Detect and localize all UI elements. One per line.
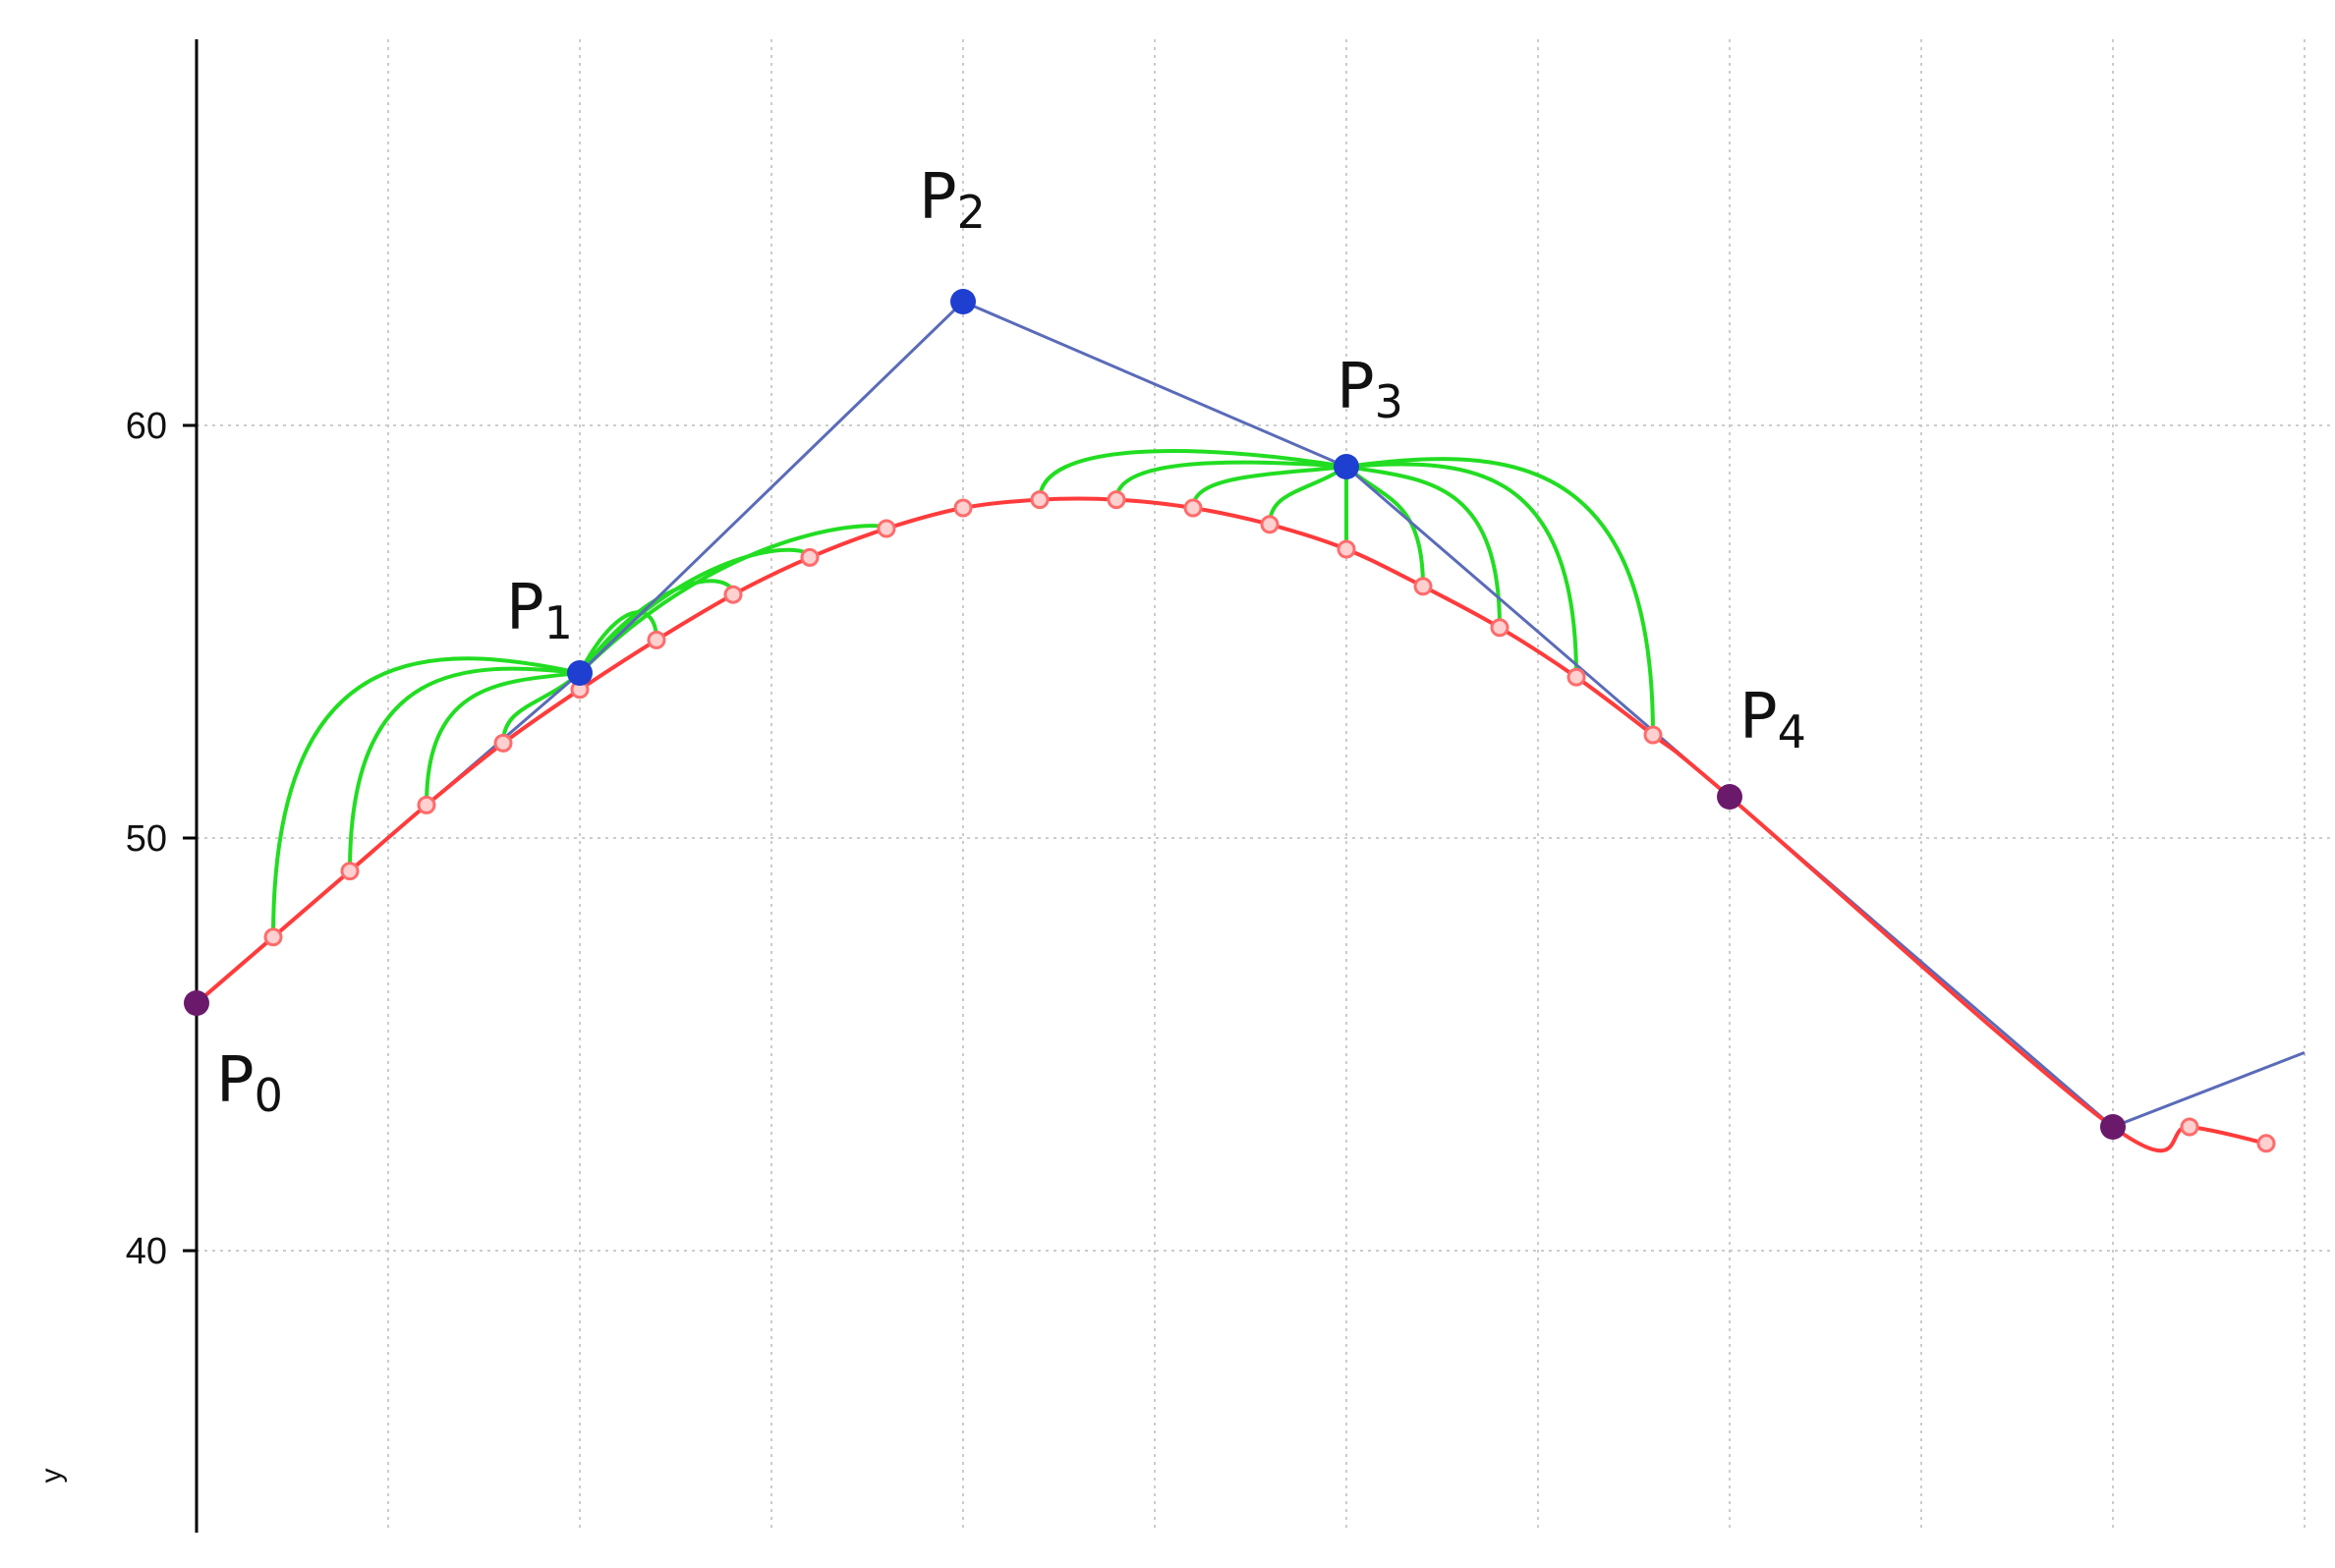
- control-point-label-letter: P: [216, 1044, 255, 1117]
- curve-sample-point: [263, 927, 283, 947]
- y-ticks: 40 50 60: [126, 406, 197, 1272]
- construction-arc: [1345, 457, 1655, 736]
- curve-sample-point: [1183, 498, 1203, 518]
- y-tick-label: 40: [126, 1231, 167, 1272]
- y-tick-label: 60: [126, 406, 167, 447]
- construction-arc: [1114, 460, 1347, 500]
- curve-sample-point: [1643, 725, 1663, 745]
- y-axis-label: y: [35, 1469, 68, 1484]
- control-point-label-letter: P: [1337, 351, 1375, 423]
- curve-sample-point: [493, 733, 513, 753]
- control-point-label: P2: [919, 161, 986, 239]
- curve-sample-point: [2256, 1134, 2276, 1153]
- curve-sample-point: [723, 585, 743, 604]
- construction-arc: [1345, 465, 1502, 628]
- control-point-label: P1: [506, 572, 573, 649]
- construction-arc: [1345, 462, 1578, 678]
- construction-arc: [271, 656, 581, 937]
- y-tick-label: 50: [126, 818, 167, 860]
- construction-arc: [578, 547, 812, 675]
- control-point-label-index: 4: [1778, 705, 1806, 758]
- control-point-label: P4: [1739, 681, 1806, 758]
- control-point-label-letter: P: [1739, 681, 1778, 754]
- construction-arc: [1191, 465, 1347, 509]
- control-point: [1717, 784, 1742, 810]
- curve-sample-point: [1566, 667, 1586, 687]
- bezier-curve: [195, 496, 2267, 1153]
- construction-arc: [1268, 465, 1348, 525]
- construction-arc: [578, 610, 658, 674]
- curve-sample-point: [953, 498, 973, 518]
- control-point: [184, 990, 209, 1016]
- curve-sample-point: [1337, 539, 1356, 559]
- curve-sample-point: [647, 630, 666, 649]
- construction-arc: [348, 666, 581, 871]
- curve-sample-point: [1413, 577, 1433, 596]
- curve-sample-point: [1107, 490, 1126, 510]
- control-point-label-letter: P: [919, 161, 957, 234]
- grid: [197, 39, 2335, 1533]
- control-point-label-index: 1: [544, 596, 573, 649]
- curve-sample-point: [1260, 515, 1280, 534]
- curve-sample-point: [877, 519, 896, 538]
- curve-sample-point: [2180, 1117, 2199, 1137]
- control-points: [184, 289, 2126, 1140]
- control-point: [567, 660, 593, 686]
- control-point-label-letter: P: [506, 572, 544, 644]
- bezier-curve-path: [195, 496, 2267, 1153]
- control-point-label: P0: [216, 1044, 283, 1122]
- control-point-label-index: 2: [957, 186, 986, 239]
- curve-sample-point: [340, 862, 360, 881]
- control-point: [1334, 454, 1359, 479]
- control-point-label: P3: [1337, 351, 1403, 428]
- control-point: [950, 289, 976, 314]
- end-point: [2100, 1114, 2126, 1140]
- construction-arc: [425, 671, 581, 806]
- construction-arc: [1038, 449, 1347, 500]
- construction-arcs: [271, 449, 1655, 937]
- curve-sample-point: [800, 547, 820, 567]
- curve-sample-point: [417, 795, 436, 814]
- curve-sample-point: [1490, 618, 1509, 638]
- control-point-label-index: 0: [255, 1069, 283, 1122]
- curve-sample-point: [1030, 490, 1050, 510]
- curve-samples: [187, 490, 2276, 1153]
- control-point-label-index: 3: [1375, 375, 1403, 428]
